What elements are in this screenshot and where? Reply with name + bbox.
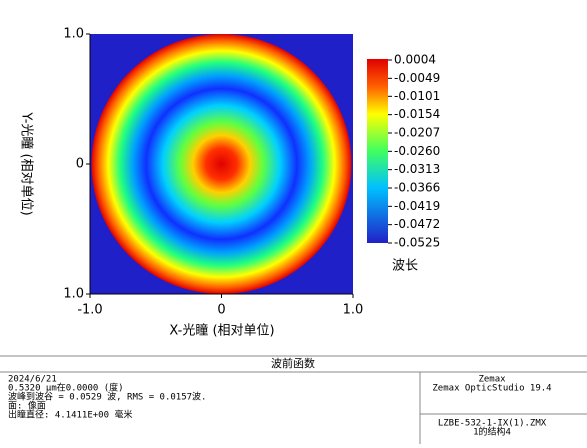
info-line: 0.5320 µm在0.0000 (度) — [8, 382, 124, 394]
configuration: 1的结构4 — [473, 426, 511, 438]
colorbar-tick-label: -0.0207 — [394, 125, 440, 139]
info-line: 出瞳直径: 4.1411E+00 毫米 — [8, 409, 132, 421]
x-axis-label: X-光瞳 (相对单位) — [169, 324, 274, 339]
info-line: 波峰到波谷 = 0.0529 波, RMS = 0.0157波. — [8, 391, 206, 403]
y-tick-label: 1.0 — [63, 287, 84, 302]
colorbar-tick-label: -0.0419 — [394, 199, 440, 213]
colorbar-tick-label: -0.0472 — [394, 217, 440, 231]
colorbar — [367, 59, 388, 243]
colorbar-tick-label: -0.0154 — [394, 107, 440, 121]
colorbar-tick-label: -0.0313 — [394, 162, 440, 176]
colorbar-tick-label: -0.0366 — [394, 180, 440, 194]
company: Zemax — [478, 375, 506, 385]
colorbar-tick-label: 0.0004 — [394, 53, 436, 67]
colorbar-tick-label: -0.0049 — [394, 71, 440, 85]
x-tick-label: 0 — [217, 303, 225, 318]
colorbar-tick-label: -0.0525 — [394, 236, 440, 250]
x-tick-label: -1.0 — [77, 303, 102, 318]
colorbar-tick-label: -0.0260 — [394, 144, 440, 158]
y-tick-label: 0 — [76, 157, 84, 172]
x-tick-label: 1.0 — [343, 303, 364, 318]
product: Zemax OpticStudio 19.4 — [432, 384, 551, 394]
colorbar-label: 波长 — [392, 259, 418, 274]
colorbar-tick-label: -0.0101 — [394, 89, 440, 103]
info-line: 2024/6/21 — [8, 375, 57, 385]
file-name: LZBE-532-1-IX(1).ZMX — [438, 419, 547, 429]
y-tick-label: 1.0 — [63, 27, 84, 42]
info-line: 面: 像面 — [8, 400, 46, 412]
y-axis-label: Y-光瞳 (相对单位) — [19, 111, 34, 215]
wavefront-map — [91, 34, 352, 294]
panel-title: 波前函数 — [271, 356, 315, 370]
